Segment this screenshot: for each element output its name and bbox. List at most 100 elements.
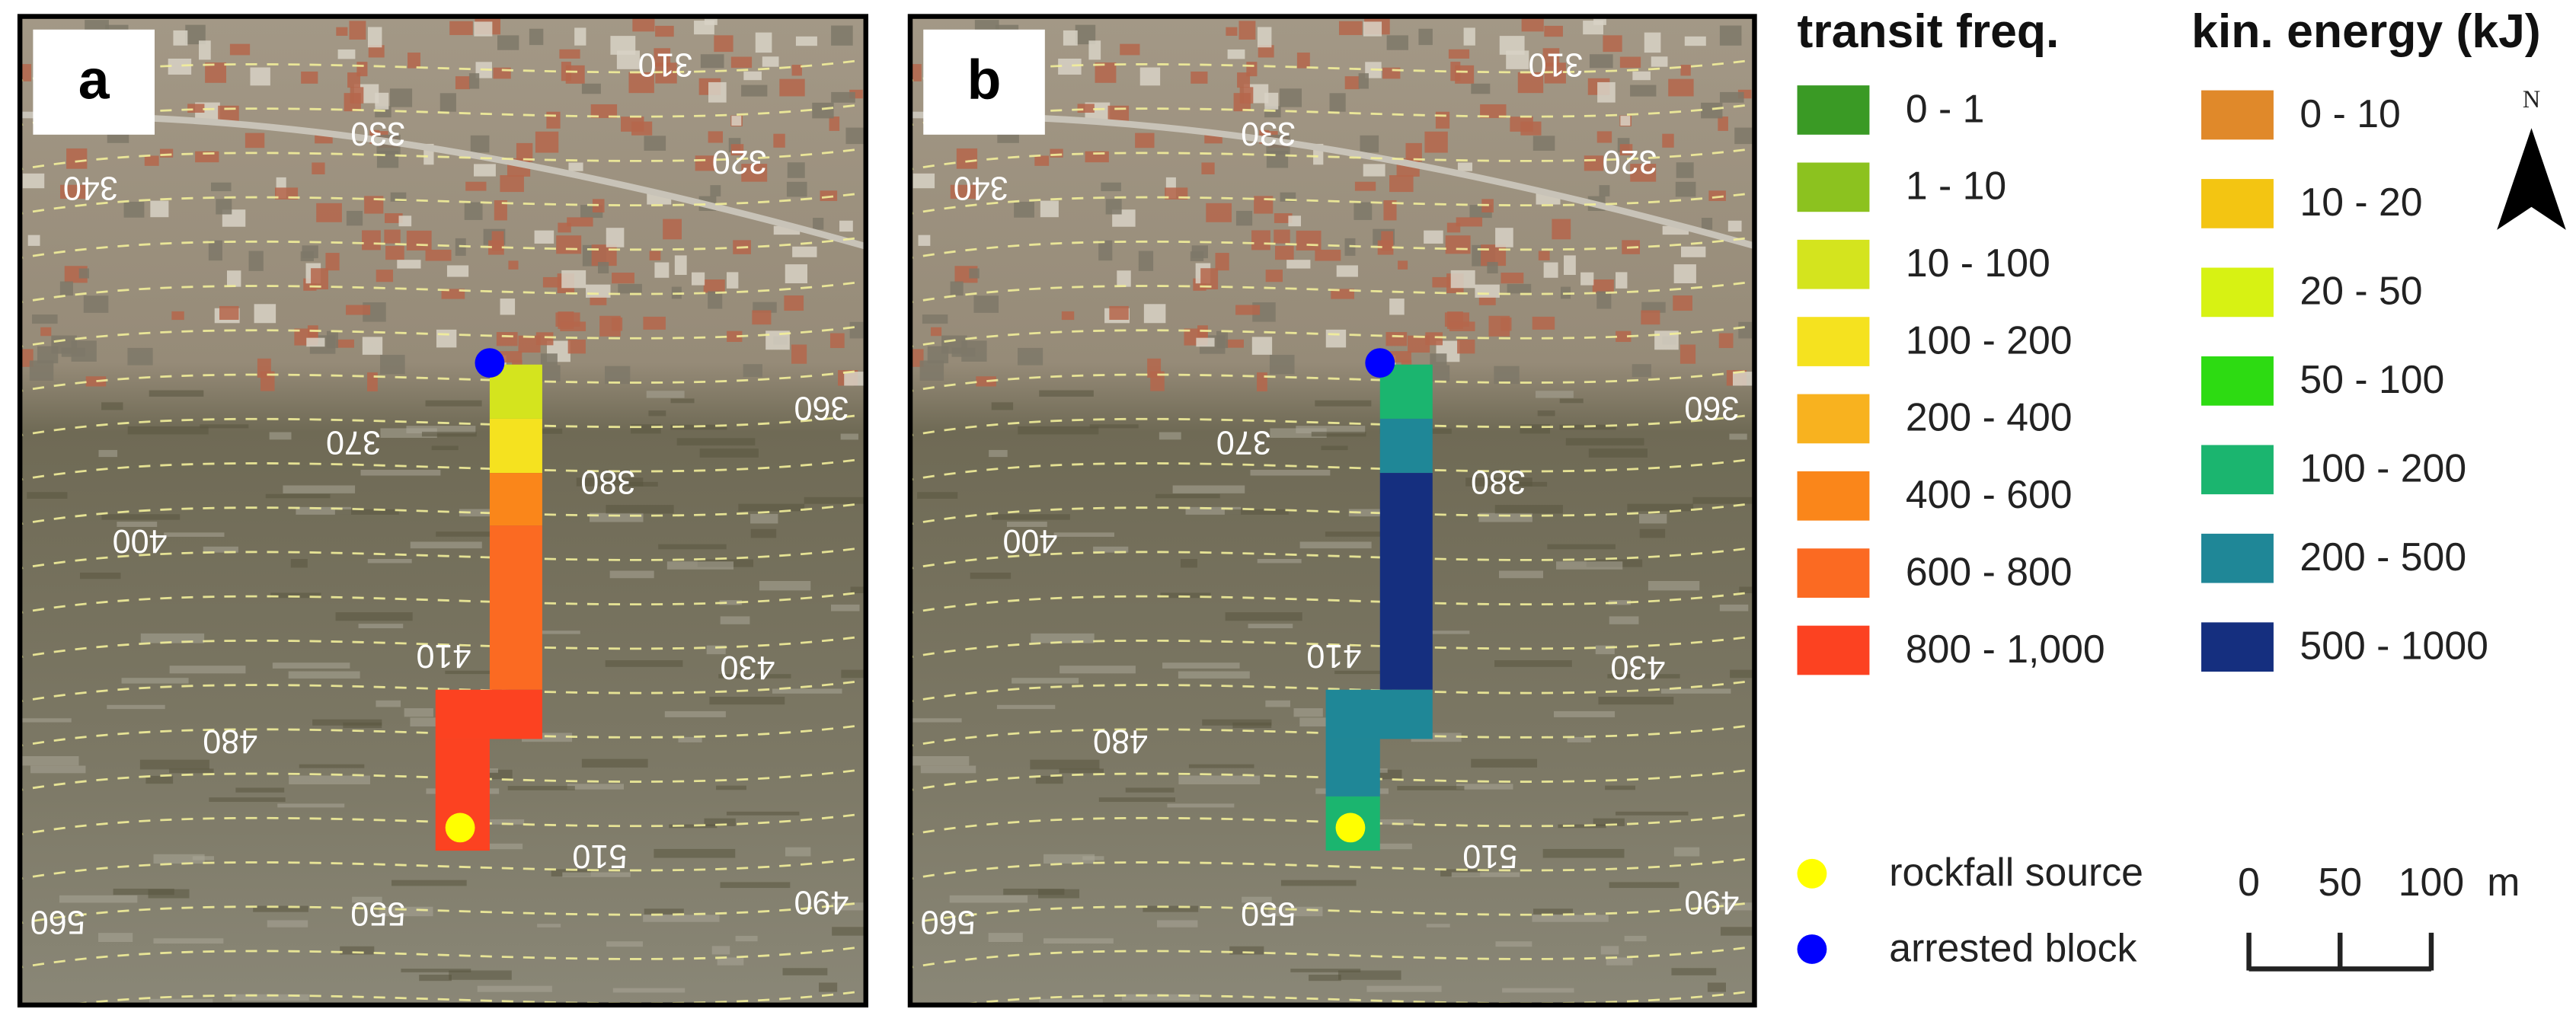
building	[397, 260, 421, 269]
terrain	[1296, 426, 1366, 434]
building	[1532, 136, 1555, 151]
terrain	[1598, 696, 1674, 705]
terrain	[1648, 580, 1700, 591]
terrain	[169, 768, 214, 774]
contour-line	[909, 324, 1755, 348]
building	[59, 281, 73, 296]
building	[516, 142, 533, 162]
building	[558, 222, 571, 233]
building	[1630, 164, 1657, 182]
terrain	[474, 819, 525, 825]
terrain	[1720, 927, 1755, 936]
terrain	[192, 856, 215, 860]
building	[1510, 117, 1533, 132]
building	[691, 272, 705, 286]
terrain	[1082, 856, 1104, 860]
building	[611, 317, 623, 331]
legend-swatch	[2201, 356, 2274, 406]
building	[326, 330, 339, 349]
building	[1235, 210, 1253, 226]
building	[1265, 270, 1283, 283]
building	[407, 53, 420, 69]
terrain	[562, 872, 631, 877]
building	[500, 175, 524, 193]
terrain	[1495, 941, 1532, 947]
contour-label: 380	[580, 463, 635, 500]
building	[1315, 249, 1341, 261]
building	[441, 289, 465, 299]
contour-label: 490	[794, 883, 849, 920]
building	[605, 366, 631, 385]
contour-line	[909, 280, 1755, 304]
terrain	[819, 982, 838, 992]
terrain	[1692, 496, 1755, 504]
building	[1632, 71, 1651, 81]
terrain	[1293, 708, 1323, 717]
trajectory-cell	[435, 689, 542, 739]
contour-label: 430	[1610, 649, 1665, 685]
building	[849, 321, 864, 339]
building	[969, 268, 980, 279]
terrain	[392, 880, 467, 886]
terrain	[340, 946, 375, 955]
building	[1201, 162, 1215, 174]
building	[1734, 127, 1754, 145]
contour-line	[909, 590, 1755, 615]
contour-line	[20, 369, 866, 393]
building	[500, 299, 516, 315]
building	[753, 302, 777, 313]
building	[1737, 89, 1752, 99]
map-panel: 310 320 330 340 360 370 380 400 410 430 480 490 510 5…	[20, 16, 866, 1005]
building	[839, 220, 853, 232]
terrain	[1334, 670, 1402, 675]
contour-line	[58, 989, 866, 1005]
building	[123, 201, 145, 218]
terrain	[20, 755, 79, 766]
building	[791, 344, 807, 364]
terrain	[606, 941, 643, 947]
terrain	[567, 784, 625, 790]
terrain	[719, 600, 742, 605]
building	[1424, 131, 1448, 153]
terrain	[910, 755, 970, 766]
contour-label: 380	[1471, 463, 1526, 500]
legend-title: kin. energy (kJ)	[2191, 5, 2541, 58]
building	[785, 264, 808, 284]
terrain	[612, 988, 686, 993]
building	[919, 360, 944, 382]
terrain	[718, 674, 791, 678]
terrain	[1502, 988, 1574, 993]
terrain	[1157, 920, 1198, 927]
terrain	[1321, 445, 1348, 451]
building	[1552, 219, 1571, 240]
building	[1063, 30, 1078, 46]
building	[844, 372, 866, 386]
contour-line	[909, 635, 1755, 659]
building	[1386, 35, 1408, 50]
terrain	[576, 477, 644, 487]
building	[470, 135, 490, 153]
contour-line	[20, 679, 866, 703]
building	[1676, 162, 1694, 178]
contour-line	[20, 147, 866, 171]
terrain	[1609, 616, 1639, 624]
building	[1456, 217, 1483, 227]
terrain	[1606, 957, 1633, 966]
terrain	[1338, 970, 1401, 980]
terrain	[750, 528, 777, 538]
terrain	[1593, 818, 1625, 826]
terrain	[1707, 982, 1726, 992]
building	[1494, 366, 1520, 385]
terrain	[358, 624, 404, 629]
building	[559, 49, 580, 59]
legend-label: 100 - 200	[2300, 446, 2466, 490]
building	[1354, 202, 1373, 220]
terrain	[1465, 477, 1532, 487]
terrain	[654, 848, 736, 858]
building	[1719, 25, 1742, 46]
terrain	[200, 424, 249, 429]
terrain	[59, 895, 138, 903]
terrain	[646, 391, 685, 398]
building	[1077, 104, 1095, 113]
building	[743, 364, 762, 377]
